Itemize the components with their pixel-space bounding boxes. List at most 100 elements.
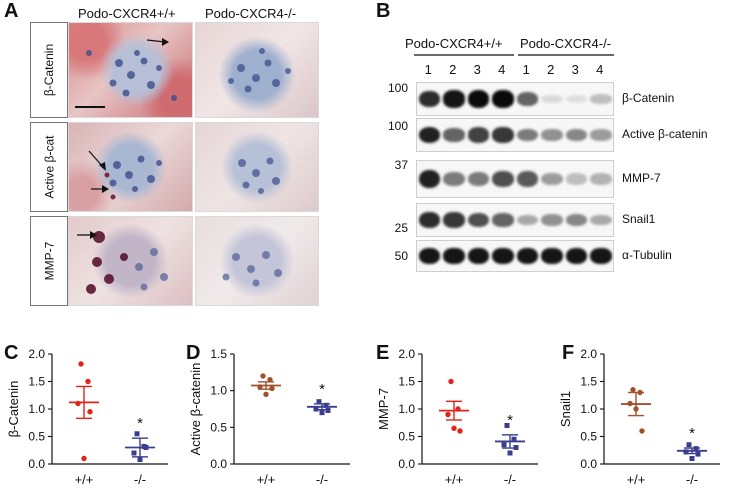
y-tick-label: 0.5 xyxy=(398,430,415,444)
data-point xyxy=(87,409,93,415)
data-point xyxy=(131,450,137,456)
data-point xyxy=(269,385,275,392)
histology-row-label-bcatenin: β-Catenin xyxy=(30,22,68,118)
data-point xyxy=(323,402,329,408)
y-tick-label: 0.0 xyxy=(210,457,227,471)
y-tick-label: 1.5 xyxy=(580,375,597,389)
y-tick-label: 0.5 xyxy=(580,430,597,444)
blot-band xyxy=(590,214,612,226)
significance-marker: * xyxy=(319,381,325,398)
blot-active-bcatenin xyxy=(416,118,614,152)
significance-marker: * xyxy=(137,415,143,432)
blot-band xyxy=(467,171,489,187)
y-tick-label: 1.5 xyxy=(210,347,227,361)
protein-label-mmp7: MMP-7 xyxy=(622,171,661,185)
blot-band xyxy=(467,247,489,265)
micrograph-bcatenin-ko xyxy=(195,22,319,118)
blot-band xyxy=(565,213,587,227)
blot-band xyxy=(492,170,514,188)
micrograph-active-bcat-wt xyxy=(68,122,193,212)
x-category-label: -/- xyxy=(504,472,516,487)
data-point xyxy=(143,445,149,450)
data-point xyxy=(630,387,636,393)
y-tick-label: 2.0 xyxy=(398,347,415,361)
blot-band xyxy=(590,173,612,185)
x-category-label: +/+ xyxy=(627,472,646,487)
y-axis-label: MMP-7 xyxy=(376,388,391,430)
blot-band xyxy=(467,127,489,143)
blot-band xyxy=(516,128,538,142)
blot-band xyxy=(516,247,538,265)
blot-tubulin xyxy=(416,240,614,272)
x-category-label: +/+ xyxy=(257,472,276,487)
y-tick-label: 2.0 xyxy=(580,347,597,361)
data-point xyxy=(507,450,513,456)
blot-band xyxy=(565,128,587,142)
data-point xyxy=(513,445,519,450)
western-group-underlines xyxy=(414,54,614,56)
blot-snail1 xyxy=(416,203,614,237)
y-tick-label: 1.0 xyxy=(210,384,227,398)
blot-band xyxy=(418,126,440,144)
lane-number: 1 xyxy=(424,62,432,77)
blot-band xyxy=(565,173,587,185)
data-point xyxy=(501,442,507,448)
blot-band xyxy=(492,127,514,143)
panel-c-label: C xyxy=(4,342,19,364)
data-point xyxy=(81,455,87,462)
blot-band xyxy=(492,213,514,227)
y-axis-label: Snail1 xyxy=(558,391,573,427)
data-point xyxy=(313,406,319,412)
data-point xyxy=(267,376,273,383)
y-tick-label: 1.5 xyxy=(398,375,415,389)
panel-a-label: A xyxy=(4,0,19,22)
x-category-label: +/+ xyxy=(75,472,94,487)
micrograph-overlay xyxy=(238,157,280,194)
x-category-label: -/- xyxy=(316,472,328,487)
data-point xyxy=(689,456,695,461)
data-point xyxy=(257,384,263,390)
blot-band xyxy=(467,212,489,228)
data-point xyxy=(504,423,510,428)
data-point xyxy=(325,407,331,413)
blot-band xyxy=(516,170,538,187)
blot-band xyxy=(443,247,465,265)
mw-marker-active-bcatenin: 100 xyxy=(387,119,408,133)
data-point xyxy=(451,425,457,431)
micrograph-active-bcat-ko xyxy=(195,122,319,212)
y-tick-label: 0.5 xyxy=(210,420,227,434)
histology-col-wt-header: Podo-CXCR4+/+ xyxy=(78,6,176,21)
lane-number: 3 xyxy=(571,62,579,77)
blot-band xyxy=(565,94,587,104)
y-tick-label: 1.0 xyxy=(28,402,45,416)
chart-e: 0.0 0.5 1.0 1.5 2.0 MMP-7 +/+ -/- * xyxy=(376,347,538,487)
y-tick-label: 0.0 xyxy=(28,457,45,471)
blot-band xyxy=(443,212,465,228)
y-tick-label: 0.0 xyxy=(398,457,415,471)
western-group-ko-header: Podo-CXCR4-/- xyxy=(520,36,612,51)
lane-number: 1 xyxy=(522,62,530,77)
y-tick-label: 0.5 xyxy=(28,430,45,444)
histology-col-ko-header: Podo-CXCR4-/- xyxy=(205,6,297,21)
data-point xyxy=(134,431,140,437)
micrograph-overlay xyxy=(88,150,162,200)
panel-d-label: D xyxy=(186,342,201,364)
y-axis-label: β-Catenin xyxy=(6,381,21,438)
data-point xyxy=(637,389,643,396)
blot-band xyxy=(541,129,563,141)
y-tick-label: 1.0 xyxy=(398,402,415,416)
y-tick-label: 1.0 xyxy=(580,402,597,416)
data-point xyxy=(455,406,461,412)
data-point xyxy=(639,428,645,434)
protein-label-tubulin: α-Tubulin xyxy=(622,248,672,262)
micrograph-overlay xyxy=(77,231,168,294)
y-tick-label: 1.5 xyxy=(28,375,45,389)
data-point xyxy=(260,373,266,379)
panel-e-label: E xyxy=(376,342,390,364)
histology-row-label-active-bcat: Active β-cat xyxy=(30,122,68,212)
lane-number: 4 xyxy=(596,62,604,77)
blot-band xyxy=(492,90,514,108)
data-point xyxy=(633,406,639,412)
micrograph-bcatenin-wt xyxy=(68,22,193,118)
mw-marker-snail1: 25 xyxy=(394,221,408,235)
